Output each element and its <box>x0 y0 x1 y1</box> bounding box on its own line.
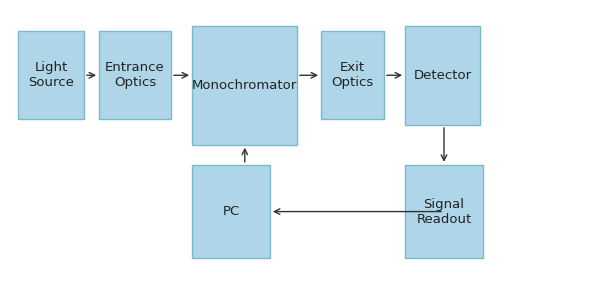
FancyBboxPatch shape <box>192 26 297 145</box>
FancyBboxPatch shape <box>405 165 483 258</box>
Text: PC: PC <box>223 205 239 218</box>
Text: Detector: Detector <box>413 69 472 82</box>
Text: Monochromator: Monochromator <box>192 79 297 92</box>
Text: Entrance
Optics: Entrance Optics <box>105 61 165 89</box>
FancyBboxPatch shape <box>405 26 480 125</box>
Text: Signal
Readout: Signal Readout <box>416 198 472 225</box>
Text: Light
Source: Light Source <box>28 61 74 89</box>
Text: Exit
Optics: Exit Optics <box>331 61 374 89</box>
FancyBboxPatch shape <box>321 31 384 119</box>
FancyBboxPatch shape <box>192 165 270 258</box>
FancyBboxPatch shape <box>18 31 84 119</box>
FancyBboxPatch shape <box>99 31 171 119</box>
